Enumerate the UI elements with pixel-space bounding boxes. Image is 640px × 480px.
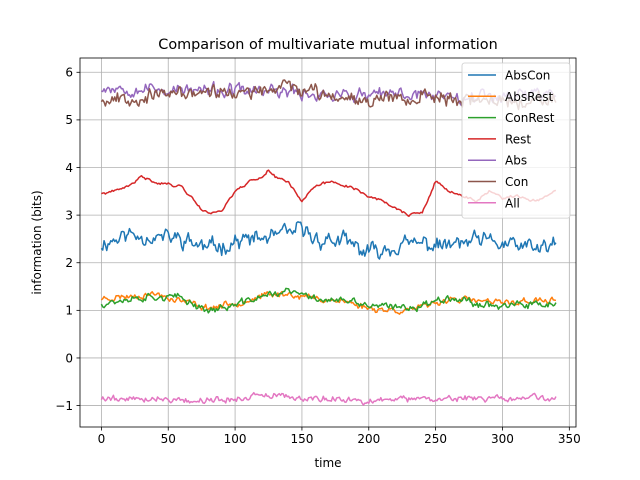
chart-title: Comparison of multivariate mutual inform… (158, 37, 497, 53)
legend-box (461, 62, 571, 219)
x-tick-label: 200 (357, 432, 380, 446)
ticks: 0 50 100 150 200 250 300 350 −1 0 1 2 3 4 5 6 (55, 66, 580, 446)
y-tick-label: −1 (55, 399, 73, 413)
legend-label-con: Con (505, 175, 528, 189)
legend-label-abs: Abs (505, 154, 527, 168)
x-tick-label: 150 (290, 432, 313, 446)
x-axis-label: time (314, 456, 341, 470)
y-tick-label: 2 (65, 256, 73, 270)
legend-label-abscon: AbsCon (505, 69, 550, 83)
legend-label-rest: Rest (505, 132, 531, 146)
y-tick-label: 1 (65, 304, 73, 318)
legend-label-all: All (505, 196, 520, 210)
series-line-all (100, 391, 557, 406)
x-tick-label: 350 (558, 432, 581, 446)
y-tick-label: 0 (65, 351, 73, 365)
x-tick-label: 250 (424, 432, 447, 446)
y-axis-label: information (bits) (30, 190, 44, 294)
x-tick-label: 300 (491, 432, 514, 446)
legend-label-absrest: AbsRest (505, 90, 554, 104)
series-line-conrest (100, 287, 557, 314)
y-tick-label: 6 (65, 66, 73, 80)
y-tick-label: 5 (65, 113, 73, 127)
y-tick-label: 3 (65, 208, 73, 222)
x-tick-label: 0 (98, 432, 106, 446)
series-line-abscon (100, 221, 557, 260)
legend-label-conrest: ConRest (505, 111, 555, 125)
x-tick-label: 100 (224, 432, 247, 446)
y-tick-label: 4 (65, 161, 73, 175)
plot-frame (79, 57, 577, 428)
x-tick-label: 50 (161, 432, 176, 446)
